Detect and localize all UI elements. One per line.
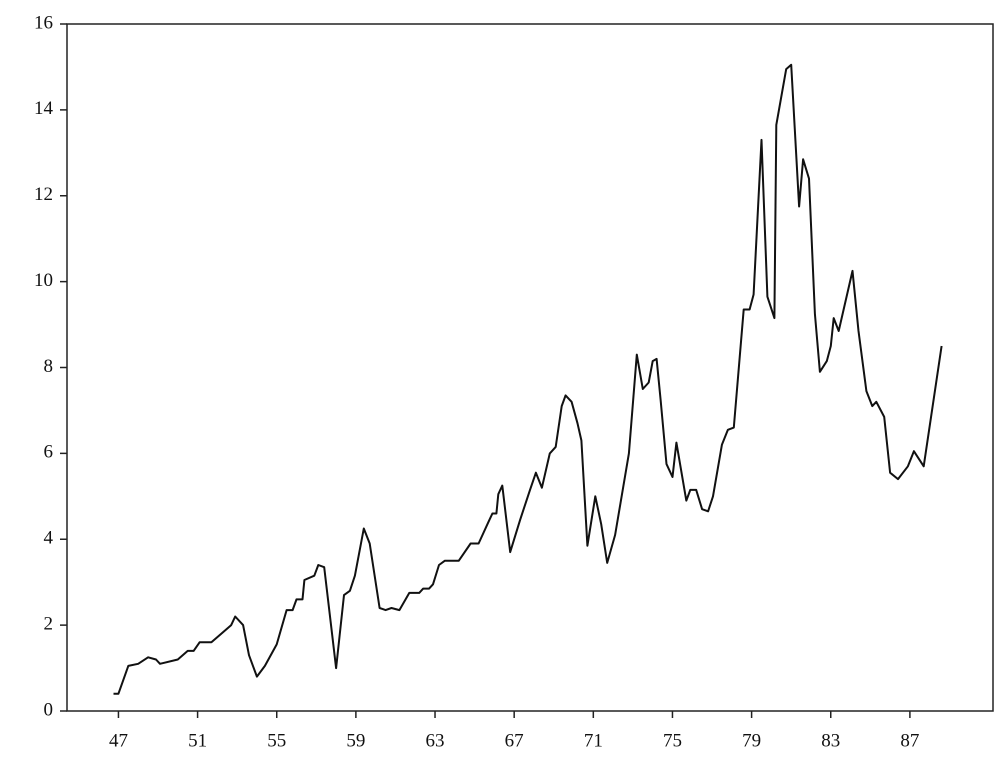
y-tick-label: 16 — [34, 12, 53, 33]
x-tick-label: 47 — [109, 730, 128, 751]
y-tick-label: 12 — [34, 184, 53, 205]
y-tick-label: 2 — [44, 613, 54, 634]
y-tick-label: 0 — [44, 699, 54, 720]
data-line — [113, 63, 943, 695]
x-tick-label: 71 — [584, 730, 603, 751]
x-tick-label: 83 — [821, 730, 840, 751]
x-tick-label: 75 — [663, 730, 682, 751]
y-tick-label: 14 — [34, 98, 54, 119]
x-tick-label: 51 — [188, 730, 207, 751]
x-tick-label: 67 — [505, 730, 524, 751]
x-tick-label: 63 — [426, 730, 445, 751]
y-tick-label: 8 — [44, 356, 54, 377]
x-tick-label: 79 — [742, 730, 761, 751]
x-tick-label: 87 — [900, 730, 919, 751]
y-tick-label: 4 — [44, 528, 54, 549]
plot-frame — [66, 23, 994, 712]
y-tick-label: 6 — [44, 442, 54, 463]
x-tick-label: 59 — [346, 730, 365, 751]
x-tick-label: 55 — [267, 730, 286, 751]
y-tick-label: 10 — [34, 270, 53, 291]
